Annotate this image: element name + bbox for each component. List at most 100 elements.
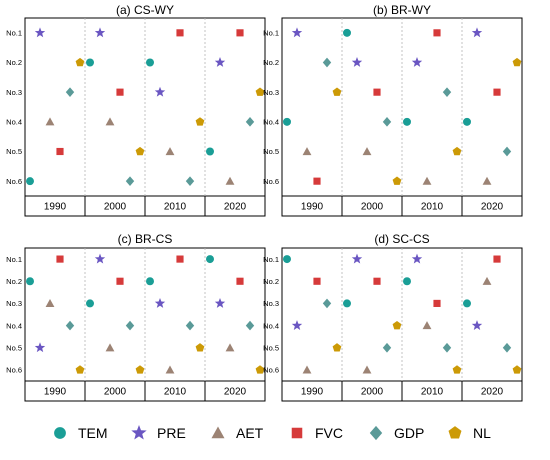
marker-nl-1990	[75, 57, 85, 67]
x-tick-label: 2000	[361, 387, 384, 398]
marker-aet-2010	[422, 321, 432, 330]
y-tick-label: No.2	[263, 277, 279, 286]
marker-gdp-1990	[65, 87, 75, 97]
legend-tem-icon	[54, 427, 66, 439]
marker-aet-1990	[302, 365, 312, 374]
marker-gdp-2000	[382, 117, 392, 127]
marker-nl-2020	[512, 365, 522, 374]
x-tick-label: 1990	[44, 202, 67, 213]
marker-pre-1990	[291, 27, 303, 38]
marker-aet-2000	[105, 343, 115, 352]
x-tick-label: 2020	[481, 202, 504, 213]
x-tick-label: 2010	[164, 202, 187, 213]
marker-gdp-2010	[442, 342, 452, 353]
y-tick-label: No.2	[263, 58, 279, 67]
marker-gdp-2020	[502, 146, 512, 157]
marker-fvc-1990	[313, 277, 321, 285]
y-tick-label: No.5	[6, 147, 22, 156]
x-tick-label: 2000	[104, 202, 127, 213]
y-tick-label: No.2	[6, 58, 22, 67]
y-tick-label: No.3	[6, 88, 22, 97]
marker-aet-2020	[482, 276, 492, 285]
marker-pre-1990	[34, 27, 46, 38]
legend-label-aet: AET	[236, 425, 264, 441]
y-tick-label: No.5	[6, 343, 22, 352]
marker-tem-1990	[26, 277, 34, 286]
marker-fvc-2000	[116, 277, 124, 285]
marker-nl-2010	[195, 117, 205, 126]
x-tick-label: 2010	[164, 387, 187, 398]
panel-title: (d) SC-CS	[374, 232, 429, 246]
y-tick-label: No.4	[6, 321, 22, 330]
marker-pre-2000	[94, 253, 106, 264]
x-tick-label: 2020	[481, 387, 504, 398]
marker-aet-2000	[362, 365, 372, 374]
marker-nl-2000	[392, 320, 402, 330]
marker-fvc-1990	[56, 147, 64, 156]
marker-nl-1990	[332, 343, 342, 352]
marker-tem-2000	[86, 299, 94, 308]
marker-nl-2010	[195, 343, 205, 352]
marker-aet-1990	[45, 299, 55, 307]
marker-tem-2000	[343, 28, 351, 37]
panel-1: (a) CS-WY No.1 No.2 No.3 No.4 No.5 No.6 1990 200…	[6, 3, 266, 217]
y-tick-label: No.1	[6, 29, 22, 38]
y-tick-label: No.6	[6, 366, 22, 375]
marker-nl-2000	[135, 146, 145, 156]
marker-aet-1990	[45, 117, 55, 126]
y-tick-label: No.3	[6, 299, 22, 308]
x-tick-label: 1990	[301, 202, 324, 213]
marker-gdp-1990	[322, 298, 332, 309]
marker-tem-2000	[86, 58, 94, 67]
marker-pre-2000	[351, 253, 363, 264]
marker-pre-2020	[471, 27, 483, 38]
marker-tem-2010	[403, 117, 411, 126]
panel-4: (d) SC-CS No.1 No.2 No.3 No.4 No.5 No.6 1990 200…	[263, 232, 523, 402]
marker-nl-2020	[255, 365, 265, 374]
marker-pre-2010	[154, 297, 166, 308]
marker-nl-2020	[255, 87, 265, 96]
marker-pre-2020	[214, 297, 226, 308]
marker-tem-2010	[403, 277, 411, 286]
marker-gdp-2020	[502, 342, 512, 353]
marker-fvc-2020	[236, 29, 244, 37]
legend-label-pre: PRE	[157, 425, 186, 441]
marker-nl-1990	[332, 87, 342, 96]
legend-nl-icon	[448, 426, 462, 439]
y-tick-label: No.6	[263, 177, 279, 186]
y-tick-label: No.3	[263, 88, 279, 97]
x-tick-label: 1990	[44, 387, 67, 398]
marker-gdp-2010	[185, 176, 195, 186]
marker-fvc-1990	[313, 177, 321, 185]
marker-gdp-2020	[245, 117, 255, 127]
y-tick-label: No.3	[263, 299, 279, 308]
marker-fvc-2010	[176, 29, 184, 37]
panel-2: (b) BR-WY No.1 No.2 No.3 No.4 No.5 No.6 1990 200…	[263, 3, 523, 217]
legend-label-tem: TEM	[78, 425, 108, 441]
marker-fvc-2020	[493, 255, 501, 263]
marker-tem-2010	[146, 277, 154, 286]
marker-fvc-1990	[56, 255, 64, 263]
marker-gdp-2010	[185, 320, 195, 331]
marker-aet-1990	[302, 147, 312, 156]
legend: TEM PRE AET FVC GDP NL	[54, 424, 491, 441]
y-tick-label: No.4	[6, 118, 22, 127]
legend-label-fvc: FVC	[315, 425, 343, 441]
marker-gdp-2010	[442, 87, 452, 97]
marker-nl-2010	[452, 365, 462, 374]
x-tick-label: 2000	[361, 202, 384, 213]
legend-pre-icon	[131, 424, 147, 440]
marker-aet-2010	[165, 147, 175, 156]
y-tick-label: No.1	[263, 29, 279, 38]
marker-pre-2000	[94, 27, 106, 38]
marker-aet-2020	[482, 176, 492, 185]
x-tick-label: 2010	[421, 387, 444, 398]
marker-pre-2020	[471, 320, 483, 330]
x-tick-label: 2000	[104, 387, 127, 398]
marker-fvc-2010	[433, 299, 441, 307]
marker-aet-2010	[165, 365, 175, 374]
y-tick-label: No.1	[6, 255, 22, 264]
marker-pre-2020	[214, 57, 226, 67]
marker-nl-1990	[75, 365, 85, 374]
